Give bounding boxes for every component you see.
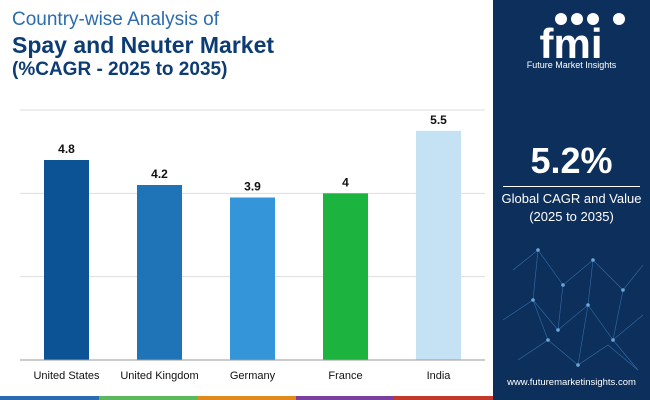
footer-strip-segment [197, 396, 296, 400]
title-line-2: Spay and Neuter Market [12, 32, 275, 58]
cagr-divider [503, 186, 640, 187]
chart-title: Country-wise Analysis of Spay and Neuter… [12, 8, 274, 82]
website-link[interactable]: www.futuremarketinsights.com [507, 377, 636, 388]
cagr-caption-line-2: (2025 to 2035) [529, 209, 614, 224]
bar-united-states [44, 160, 89, 360]
svg-text:fmi: fmi [540, 20, 603, 60]
sidebar-panel: fmi Future Market Insights 5.2% Global C… [493, 0, 650, 400]
title-line-1: Country-wise Analysis of [12, 9, 219, 30]
footer-color-strip [0, 396, 493, 400]
category-label: United States [33, 370, 100, 382]
bar-value-label: 4.8 [58, 142, 75, 156]
fmi-logo-icon: fmi [540, 13, 625, 60]
category-label: France [328, 370, 362, 382]
network-graphic [502, 248, 644, 371]
bar-united-kingdom [137, 185, 182, 360]
cagr-caption: Global CAGR and Value (2025 to 2035) [493, 190, 650, 226]
cagr-caption-line-1: Global CAGR and Value [501, 191, 642, 206]
bar-germany [230, 197, 275, 360]
title-line-3: (%CAGR - 2025 to 2035) [12, 59, 228, 80]
brand-name: Future Market Insights [526, 60, 617, 70]
bar-value-label: 4 [342, 175, 349, 189]
bar-value-label: 4.2 [151, 167, 168, 181]
bar-value-label: 5.5 [430, 113, 447, 127]
bar-india [416, 130, 461, 360]
bar-france [323, 193, 368, 360]
bar-chart: 4.8 United States 4.2 United Kingdom 3.9 Germ… [20, 109, 485, 382]
global-cagr-value: 5.2% [530, 140, 613, 181]
footer-strip-segment [0, 396, 99, 400]
bars [44, 130, 461, 360]
category-label: Germany [230, 370, 276, 382]
footer-strip-segment [295, 396, 395, 400]
bar-labels: 4.8 United States 4.2 United Kingdom 3.9 Germ… [33, 113, 451, 382]
footer-strip-segment [394, 396, 493, 400]
category-label: United Kingdom [120, 370, 198, 382]
bar-value-label: 3.9 [244, 180, 261, 194]
footer-strip-segment [98, 396, 198, 400]
category-label: India [427, 370, 452, 382]
